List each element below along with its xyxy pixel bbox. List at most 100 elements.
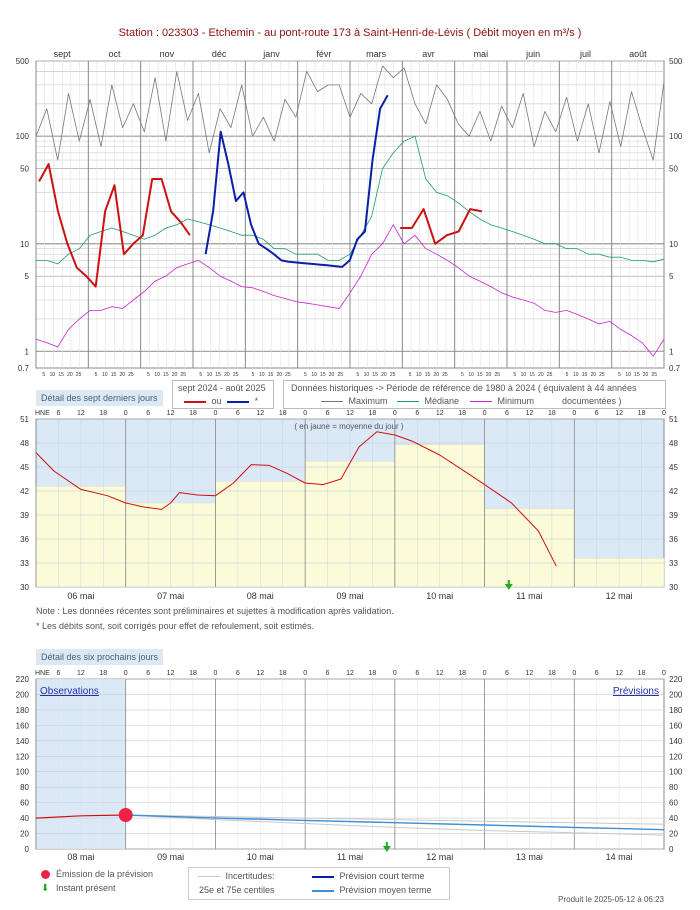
forecast-ytick-left: 60 [20, 799, 29, 808]
forecast-hour-label: 0 [572, 670, 576, 677]
past-hour-label: 6 [505, 410, 509, 417]
legend-present-row: ⬇ Instant présent [41, 883, 116, 894]
past-ytick-left: 36 [20, 535, 29, 544]
legend-percentiles: 25e et 75e centiles [199, 885, 275, 895]
past-hour-label: 0 [662, 410, 666, 417]
legend-current-row: ou * [181, 396, 258, 406]
forecast-hour-label: 6 [595, 670, 599, 677]
day-tick-label: 5 [147, 372, 150, 378]
forecast-ytick-right: 100 [669, 768, 683, 777]
legend-max-row: Maximum [318, 396, 388, 406]
note-preliminary: Note : Les données récentes sont prélimi… [36, 606, 394, 616]
day-tick-label: 5 [618, 372, 621, 378]
past-hour-label: 18 [279, 410, 287, 417]
legend-maximum: Maximum [348, 396, 388, 406]
day-tick-label: 10 [468, 372, 474, 378]
day-tick-label: 25 [651, 372, 657, 378]
day-tick-label: 10 [364, 372, 370, 378]
corrected-swatch [227, 400, 250, 403]
day-tick-label: 25 [128, 372, 134, 378]
day-tick-label: 15 [529, 372, 535, 378]
day-tick-label: 10 [416, 372, 422, 378]
forecast-ytick-right: 60 [669, 799, 678, 808]
day-tick-label: 15 [111, 372, 117, 378]
day-tick-label: 5 [42, 372, 45, 378]
forecast-ytick-left: 200 [16, 690, 30, 699]
day-tick-label: 25 [494, 372, 500, 378]
legend-documented: documentées ) [562, 396, 622, 406]
legend-star: * [254, 396, 259, 406]
day-tick-label: 15 [268, 372, 274, 378]
series-Minimum [35, 224, 665, 357]
forecast-hour-label: 12 [526, 670, 534, 677]
forecast-hour-label: 18 [369, 670, 377, 677]
day-tick-label: 5 [95, 372, 98, 378]
day-tick-label: 25 [233, 372, 239, 378]
forecast-hour-label: 12 [256, 670, 264, 677]
annual-ytick-left: 10 [20, 240, 29, 249]
annual-ytick-right: 100 [669, 132, 683, 141]
past-hour-label: 12 [77, 410, 85, 417]
day-tick-label: 20 [329, 372, 335, 378]
forecast-day-label: 09 mai [157, 852, 184, 862]
past-hour-label: 6 [236, 410, 240, 417]
day-tick-label: 5 [356, 372, 359, 378]
forecast-ytick-left: 100 [16, 768, 30, 777]
past-hour-label: 12 [436, 410, 444, 417]
month-label: janv [262, 49, 280, 59]
percentile-75-line [125, 814, 665, 825]
day-tick-label: 25 [390, 372, 396, 378]
max-swatch [321, 401, 343, 403]
day-tick-label: 20 [276, 372, 282, 378]
forecast-ytick-left: 220 [16, 675, 30, 684]
day-tick-label: 15 [477, 372, 483, 378]
previsions-label: Prévisions [613, 686, 659, 697]
past-hour-label: 12 [167, 410, 175, 417]
forecast-ytick-right: 40 [669, 814, 678, 823]
forecast-hour-label: 6 [415, 670, 419, 677]
forecast-hour-label: 12 [346, 670, 354, 677]
forecast-ytick-right: 140 [669, 737, 683, 746]
day-tick-label: 5 [252, 372, 255, 378]
past-hour-label: 0 [213, 410, 217, 417]
past-hour-label: 6 [326, 410, 330, 417]
current-year-series [400, 208, 483, 245]
day-tick-label: 15 [425, 372, 431, 378]
forecast-ytick-right: 220 [669, 675, 683, 684]
past-hour-label: 18 [458, 410, 466, 417]
annual-ytick-right: 5 [669, 272, 674, 281]
legend-medium-term: Prévision moyen terme [339, 885, 432, 895]
legend-uncert-row: Incertitudes: [195, 871, 275, 881]
yellow-note: ( en jaune = moyenne du jour ) [294, 422, 404, 431]
forecast-ytick-right: 20 [669, 830, 678, 839]
past-ytick-right: 30 [669, 583, 678, 592]
legend-median: Médiane [424, 396, 460, 406]
forecast-hour-label: 6 [326, 670, 330, 677]
annual-ytick-left: 100 [16, 132, 30, 141]
forecast-hour-label: 18 [279, 670, 287, 677]
past-hour-label: 0 [303, 410, 307, 417]
legend-median-row: Médiane [394, 396, 459, 406]
past-hour-label: 12 [346, 410, 354, 417]
annual-ytick-left: 5 [25, 272, 30, 281]
month-label: mars [366, 49, 386, 59]
day-tick-label: 10 [311, 372, 317, 378]
forecast-ytick-left: 0 [25, 845, 30, 854]
annual-ytick-left: 0.7 [18, 364, 30, 373]
past-hour-label: 6 [415, 410, 419, 417]
past-hour-label: 12 [256, 410, 264, 417]
past-ytick-right: 45 [669, 463, 678, 472]
forecast-day-label: 08 mai [67, 852, 94, 862]
day-tick-label: 25 [442, 372, 448, 378]
past-hne-label: HNE [35, 410, 50, 417]
forecast-ytick-left: 80 [20, 783, 29, 792]
day-tick-label: 10 [102, 372, 108, 378]
day-tick-label: 5 [304, 372, 307, 378]
month-label: déc [212, 49, 227, 59]
station-title: Station : 023303 - Etchemin - au pont-ro… [118, 27, 582, 39]
day-tick-label: 20 [433, 372, 439, 378]
annual-ytick-left: 1 [25, 347, 30, 356]
legend-emission-row: Émission de la prévision [41, 869, 153, 880]
day-tick-label: 25 [599, 372, 605, 378]
forecast-hour-label: 0 [393, 670, 397, 677]
